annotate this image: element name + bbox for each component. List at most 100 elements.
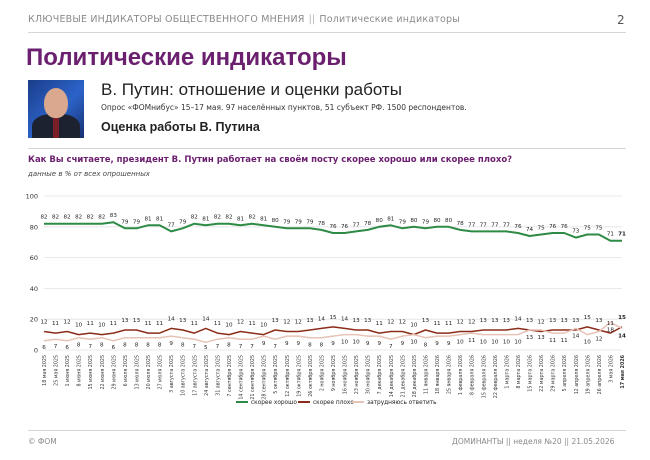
data-label: 10 — [457, 340, 465, 346]
footer-divider — [28, 430, 626, 431]
x-tick-label: 29 июня 2025 — [111, 355, 117, 390]
legend-label: скорее плохо — [313, 400, 354, 406]
data-label: 7 — [192, 344, 196, 350]
data-label: 11 — [549, 338, 557, 344]
x-tick-label: 27 июля 2025 — [158, 355, 164, 389]
data-label: 82 — [225, 215, 232, 221]
data-label: 81 — [260, 216, 268, 222]
legend-label: затрудняюсь ответить — [367, 400, 437, 406]
x-tick-label: 22 июня 2025 — [100, 355, 106, 390]
data-label: 76 — [329, 224, 337, 230]
section-divider — [28, 148, 626, 149]
data-label: 6 — [65, 345, 69, 351]
x-tick-label: 12 октября 2025 — [285, 355, 291, 397]
data-label: 9 — [331, 341, 335, 347]
data-label: 12 — [457, 320, 464, 326]
data-label: 10 — [584, 340, 592, 346]
data-label: 8 — [158, 343, 162, 349]
data-label: 82 — [98, 215, 105, 221]
data-label: 10 — [503, 340, 511, 346]
data-label: 11 — [468, 338, 476, 344]
data-label: 8 — [100, 343, 104, 349]
series-line — [44, 221, 622, 242]
data-label: 10 — [353, 340, 361, 346]
data-label: 7 — [216, 344, 220, 350]
data-label: 79 — [399, 219, 407, 225]
x-tick-label: 28 декабря 2025 — [412, 355, 418, 397]
data-label: 80 — [445, 218, 453, 224]
data-label: 12 — [399, 320, 406, 326]
data-label: 11 — [87, 321, 95, 327]
x-tick-label: 2 ноября 2025 — [319, 355, 325, 391]
data-label: 13 — [538, 335, 546, 341]
data-label: 13 — [595, 318, 603, 324]
x-tick-label: 17 августа 2025 — [192, 355, 198, 396]
data-label: 13 — [121, 318, 129, 324]
data-label: 80 — [410, 218, 418, 224]
x-tick-label: 26 октября 2025 — [308, 355, 314, 397]
data-label: 71 — [607, 232, 615, 238]
data-label: 79 — [306, 219, 314, 225]
x-tick-label: 3 августа 2025 — [169, 355, 175, 393]
x-tick-label: 5 апреля 2026 — [562, 355, 568, 391]
data-label: 13 — [549, 318, 557, 324]
data-label: 13 — [133, 318, 141, 324]
data-label: 10 — [341, 340, 349, 346]
header-separator: || — [308, 14, 316, 25]
x-tick-label: 10 августа 2025 — [181, 355, 187, 396]
data-label: 12 — [595, 337, 602, 343]
x-tick-label: 1 марта 2026 — [504, 355, 510, 389]
data-label: 7 — [88, 344, 92, 350]
data-label: 77 — [468, 222, 476, 228]
data-label: 75 — [538, 226, 546, 232]
units-note: данные в % от всех опрошенных — [28, 170, 150, 178]
data-label: 10 — [260, 323, 268, 329]
x-tick-label: 22 марта 2026 — [539, 355, 545, 392]
page-number: 2 — [617, 13, 625, 27]
data-label: 7 — [54, 344, 58, 350]
data-label: 6 — [112, 345, 116, 351]
data-label: 78 — [364, 221, 372, 227]
portrait-tie — [53, 116, 59, 138]
x-tick-label: 29 марта 2026 — [551, 355, 557, 392]
data-label: 82 — [249, 215, 256, 221]
data-label: 8 — [146, 343, 150, 349]
data-label: 12 — [283, 320, 290, 326]
data-label: 77 — [491, 222, 499, 228]
x-tick-label: 6 июля 2025 — [123, 355, 129, 386]
data-label: 9 — [435, 341, 439, 347]
legend-label: скорее хорошо — [251, 400, 297, 406]
data-label: 8 — [135, 343, 139, 349]
data-label: 12 — [237, 320, 244, 326]
data-label: 10 — [98, 323, 106, 329]
data-label: 79 — [283, 219, 291, 225]
data-label: 77 — [480, 222, 488, 228]
data-label: 14 — [341, 316, 349, 322]
data-label: 76 — [549, 224, 557, 230]
data-label: 13 — [491, 318, 499, 324]
data-label: 10 — [491, 340, 499, 346]
data-label: 73 — [572, 229, 580, 235]
x-tick-label: 1 февраля 2026 — [458, 355, 464, 395]
x-tick-label: 16 ноября 2025 — [343, 355, 349, 394]
data-label: 11 — [249, 321, 257, 327]
portrait-face — [44, 88, 68, 118]
page-title: Политические индикаторы — [26, 44, 347, 71]
header-divider — [28, 32, 626, 33]
data-label: 13 — [364, 318, 372, 324]
data-label: 11 — [191, 321, 199, 327]
data-label: 10 — [514, 340, 522, 346]
x-tick-label: 30 ноября 2025 — [366, 355, 372, 394]
footer-copyright: © ФОМ — [28, 437, 57, 446]
data-label: 10 — [225, 323, 233, 329]
data-label: 13 — [306, 318, 314, 324]
data-label: 13 — [422, 318, 430, 324]
data-label: 14 — [318, 316, 326, 322]
data-label: 80 — [433, 218, 441, 224]
x-tick-label: 7 декабря 2025 — [377, 355, 383, 394]
x-tick-label: 19 октября 2025 — [296, 355, 302, 397]
x-tick-label: 20 июля 2025 — [146, 355, 152, 389]
data-label: 15 — [618, 315, 626, 321]
data-label: 82 — [40, 215, 47, 221]
x-tick-label: 7 сентября 2025 — [227, 355, 233, 397]
